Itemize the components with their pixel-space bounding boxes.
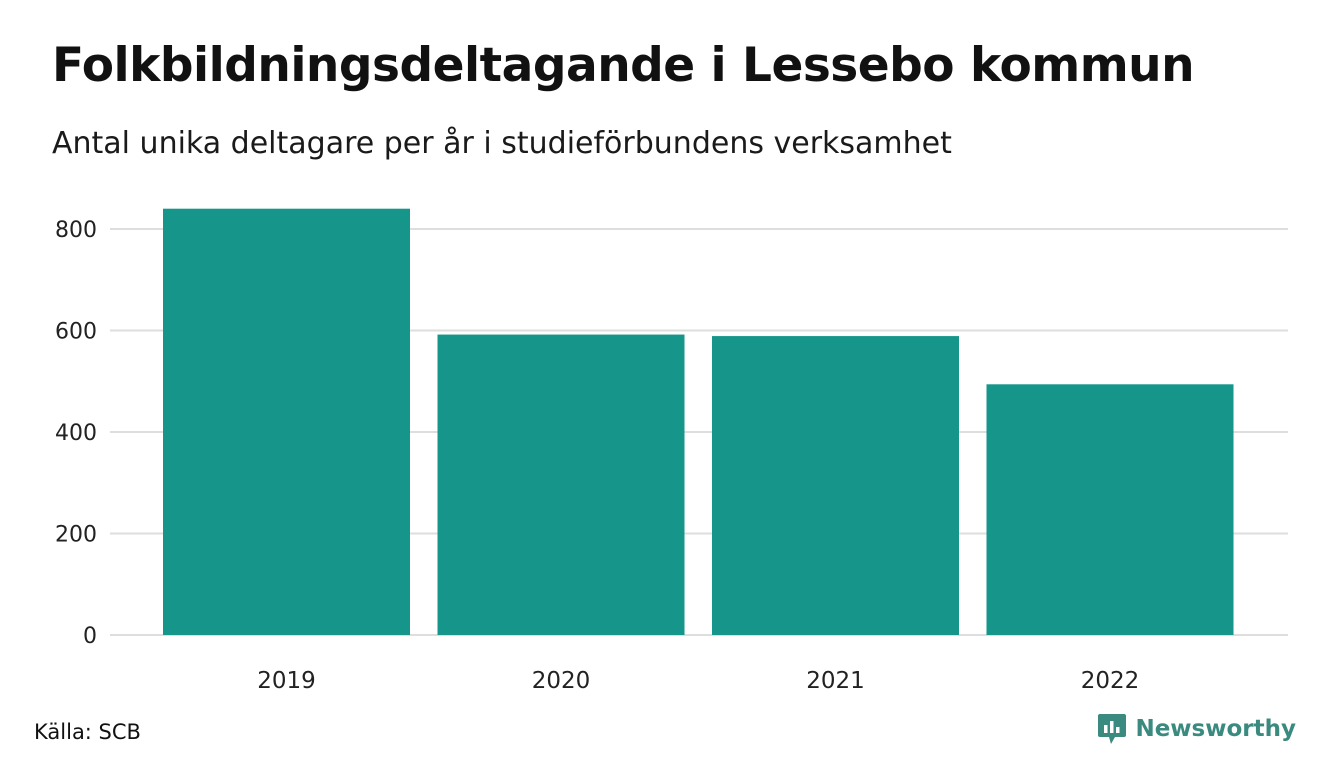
chart-title: Folkbildningsdeltagande i Lessebo kommun <box>52 38 1195 93</box>
bar-chart-speech-bubble-icon <box>1098 714 1127 744</box>
x-tick-label: 2021 <box>806 668 865 694</box>
y-tick-label: 400 <box>55 421 97 446</box>
chart-subtitle: Antal unika deltagare per år i studieför… <box>52 126 952 161</box>
bar-2020 <box>437 334 685 635</box>
y-tick-label: 600 <box>55 320 97 345</box>
source-note: Källa: SCB <box>34 720 141 744</box>
y-tick-label: 0 <box>83 624 97 649</box>
y-tick-label: 800 <box>55 218 97 243</box>
y-tick-label: 200 <box>55 523 97 548</box>
x-tick-label: 2020 <box>532 668 591 694</box>
bar-2021 <box>712 336 959 635</box>
bar-2019 <box>163 208 410 635</box>
x-tick-label: 2022 <box>1081 668 1140 694</box>
brand-logo: Newsworthy <box>1097 712 1296 746</box>
brand-name: Newsworthy <box>1135 716 1296 742</box>
bar-2022 <box>986 384 1234 635</box>
x-tick-label: 2019 <box>257 668 316 694</box>
